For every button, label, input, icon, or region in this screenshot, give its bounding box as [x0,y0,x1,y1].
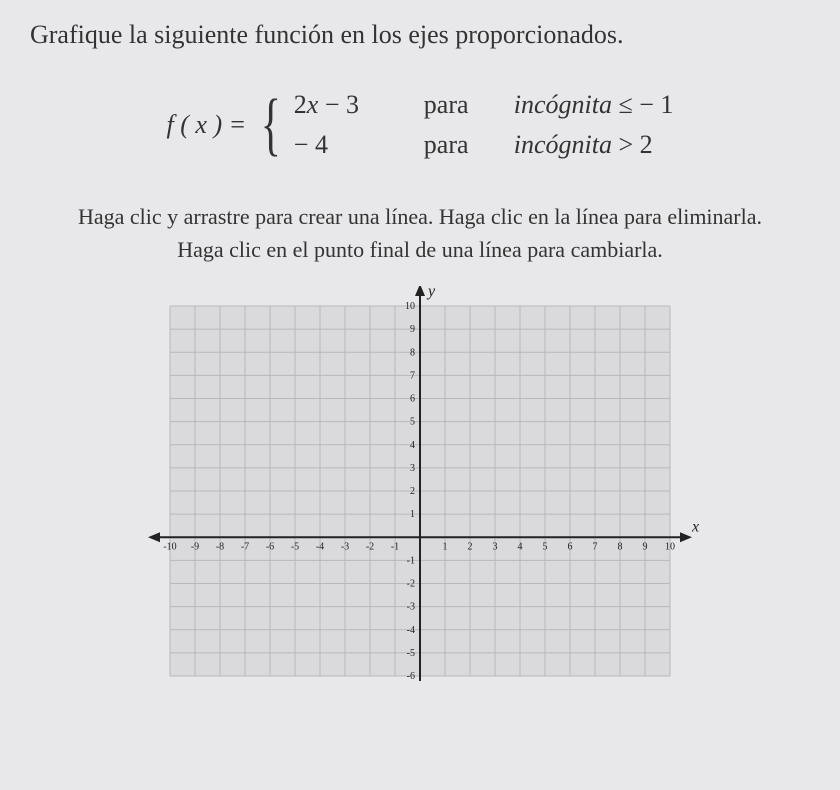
instructions: Haga clic y arrastre para crear una líne… [30,200,810,266]
problem-prompt: Grafique la siguiente función en los eje… [30,20,810,50]
svg-text:-1: -1 [407,555,415,566]
svg-text:7: 7 [593,541,598,552]
svg-text:5: 5 [410,417,415,428]
svg-text:1: 1 [443,541,448,552]
svg-text:-7: -7 [241,541,249,552]
instructions-line-1: Haga clic y arrastre para crear una líne… [30,200,810,233]
svg-text:6: 6 [568,541,573,552]
svg-text:-2: -2 [407,579,415,590]
svg-text:8: 8 [410,347,415,358]
svg-text:3: 3 [410,463,415,474]
svg-text:-4: -4 [316,541,324,552]
svg-text:4: 4 [410,440,415,451]
instructions-line-2: Haga clic en el punto final de una línea… [30,233,810,266]
svg-text:y: y [426,286,436,300]
case-2-coef: − 4 [294,130,328,159]
svg-text:-6: -6 [407,671,415,682]
case-1-condition: incógnita ≤ − 1 [514,90,674,120]
equation-lhs: f ( x ) = [167,110,247,140]
svg-text:10: 10 [665,541,675,552]
svg-text:2: 2 [468,541,473,552]
case-1-cond-op: ≤ − 1 [612,90,673,119]
equation-cases: 2x − 3 para incógnita ≤ − 1 − 4 para inc… [294,90,674,160]
svg-text:-5: -5 [407,648,415,659]
piecewise-equation: f ( x ) = { 2x − 3 para incógnita ≤ − 1 … [30,90,810,160]
svg-text:9: 9 [410,324,415,335]
svg-text:10: 10 [405,301,415,312]
coordinate-grid[interactable]: -10 -9 -8 -7 -6 -5 -4 -3 -2 -1 1 2 3 4 5 6 7 8 9 10 1 2 3 4 5 6 7 8… [140,286,700,686]
svg-text:-3: -3 [341,541,349,552]
svg-text:9: 9 [643,541,648,552]
case-2-cond-var: incógnita [514,130,612,159]
svg-text:x: x [691,518,699,535]
left-brace: { [261,90,281,160]
svg-text:1: 1 [410,509,415,520]
svg-text:2: 2 [410,486,415,497]
case-2-word: para [424,130,484,160]
case-1-tail: − 3 [318,90,359,119]
svg-text:-3: -3 [407,602,415,613]
svg-text:8: 8 [618,541,623,552]
svg-text:4: 4 [518,541,523,552]
svg-text:-6: -6 [266,541,274,552]
case-2-expression: − 4 [294,130,394,160]
case-2-cond-op: > 2 [612,130,653,159]
svg-text:-8: -8 [216,541,224,552]
svg-text:6: 6 [410,394,415,405]
svg-text:7: 7 [410,370,415,381]
svg-text:-5: -5 [291,541,299,552]
svg-text:-10: -10 [163,541,176,552]
svg-text:-4: -4 [407,625,415,636]
case-row-2: − 4 para incógnita > 2 [294,130,674,160]
case-row-1: 2x − 3 para incógnita ≤ − 1 [294,90,674,120]
case-1-word: para [424,90,484,120]
svg-text:-1: -1 [391,541,399,552]
svg-text:-2: -2 [366,541,374,552]
case-1-var: x [307,90,319,119]
svg-text:3: 3 [493,541,498,552]
case-1-cond-var: incógnita [514,90,612,119]
case-1-expression: 2x − 3 [294,90,394,120]
case-1-coef: 2 [294,90,307,119]
svg-text:5: 5 [543,541,548,552]
case-2-condition: incógnita > 2 [514,130,653,160]
svg-text:-9: -9 [191,541,199,552]
graph-container: -10 -9 -8 -7 -6 -5 -4 -3 -2 -1 1 2 3 4 5 6 7 8 9 10 1 2 3 4 5 6 7 8… [30,286,810,686]
